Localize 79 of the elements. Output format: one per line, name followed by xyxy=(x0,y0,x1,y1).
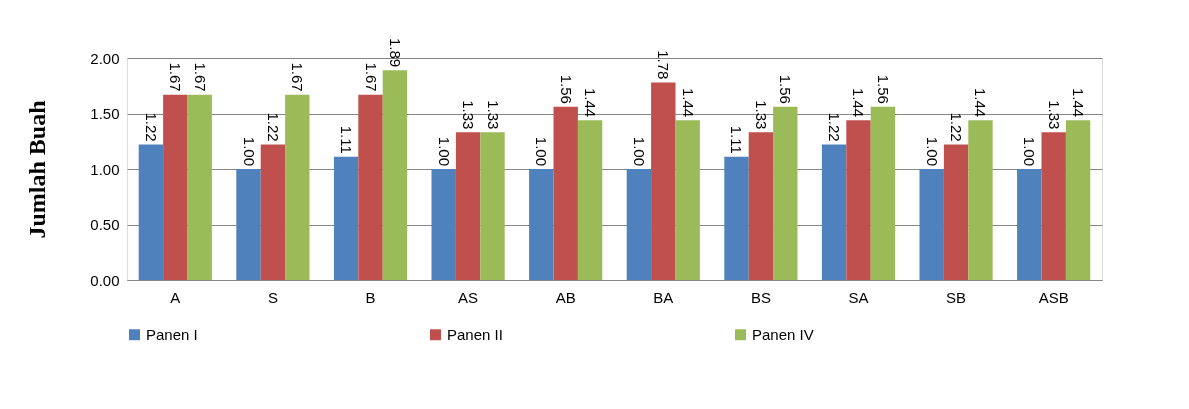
bar xyxy=(821,144,847,280)
data-label: 1.44 xyxy=(850,87,868,118)
bar xyxy=(1065,120,1091,280)
x-tick-label: B xyxy=(365,288,376,306)
bar xyxy=(480,132,505,280)
data-label: 1.11 xyxy=(728,125,746,154)
y-tick-label: 1.00 xyxy=(90,160,120,178)
data-label: 1.44 xyxy=(582,87,600,118)
bar xyxy=(651,82,676,280)
legend-label: Panen I xyxy=(146,325,198,343)
x-tick-label: SA xyxy=(848,288,869,306)
data-label: 1.44 xyxy=(1070,87,1088,118)
data-label: 1.33 xyxy=(484,100,502,130)
bar xyxy=(773,106,798,280)
x-tick-label: A xyxy=(170,288,181,306)
data-label: 1.22 xyxy=(948,112,966,142)
x-tick-label: BA xyxy=(653,288,674,306)
data-label: 1.33 xyxy=(460,100,478,130)
bar xyxy=(1017,169,1042,280)
data-label: 1.67 xyxy=(289,62,307,92)
data-label: 1.56 xyxy=(557,74,575,104)
bar xyxy=(748,132,774,280)
data-label: 1.44 xyxy=(679,87,697,118)
bar xyxy=(724,156,749,280)
data-label: 1.00 xyxy=(630,136,648,166)
bar xyxy=(626,169,652,280)
x-tick-label: AS xyxy=(458,288,479,306)
bar xyxy=(455,132,481,280)
bar xyxy=(846,120,871,280)
data-label: 1.00 xyxy=(923,136,941,166)
legend-label: Panen IV xyxy=(752,325,814,343)
x-tick-label: AB xyxy=(555,288,576,306)
data-label: 1.67 xyxy=(167,62,185,92)
bar xyxy=(163,94,188,280)
x-tick-label: BS xyxy=(750,288,771,306)
bar xyxy=(333,156,359,280)
data-label: 1.67 xyxy=(362,62,380,92)
bar xyxy=(431,169,456,280)
bar xyxy=(358,94,383,280)
y-tick-label: 1.50 xyxy=(90,105,120,122)
data-label: 1.67 xyxy=(191,62,209,92)
x-tick-label: S xyxy=(267,288,278,306)
data-label: 1.22 xyxy=(142,112,160,142)
bar xyxy=(187,94,212,280)
bar xyxy=(260,144,286,280)
bar xyxy=(675,120,700,280)
data-label: 1.11 xyxy=(338,125,356,154)
y-tick-label: 0.50 xyxy=(90,216,120,233)
bar xyxy=(943,144,969,280)
data-label: 1.56 xyxy=(874,74,892,104)
data-label: 1.00 xyxy=(435,136,453,166)
data-label: 1.78 xyxy=(655,50,673,80)
data-label: 1.00 xyxy=(1021,136,1039,166)
bar xyxy=(919,169,944,280)
data-label: 1.22 xyxy=(826,112,844,142)
bar xyxy=(553,106,578,280)
bar xyxy=(870,106,896,280)
x-tick-label: SB xyxy=(946,288,967,306)
y-tick-label: 0.00 xyxy=(90,271,120,289)
data-label: 1.89 xyxy=(386,38,404,68)
bar xyxy=(968,120,993,280)
bar xyxy=(1041,132,1066,280)
data-label: 1.33 xyxy=(1045,100,1063,130)
bar xyxy=(285,94,310,280)
y-axis-title: Jumlah Buah xyxy=(24,100,51,239)
data-label: 1.33 xyxy=(752,100,770,130)
bar xyxy=(577,120,603,280)
bar xyxy=(138,144,164,280)
legend-label: Panen II xyxy=(447,325,503,343)
data-label: 1.44 xyxy=(972,87,990,118)
data-label: 1.22 xyxy=(264,112,282,142)
bar xyxy=(529,169,554,280)
data-label: 1.56 xyxy=(777,74,795,104)
data-label: 1.00 xyxy=(240,136,258,166)
data-label: 1.00 xyxy=(533,136,551,166)
bar xyxy=(382,70,408,280)
x-tick-label: ASB xyxy=(1038,288,1069,306)
y-tick-label: 2.00 xyxy=(90,49,120,67)
bar xyxy=(236,169,261,280)
